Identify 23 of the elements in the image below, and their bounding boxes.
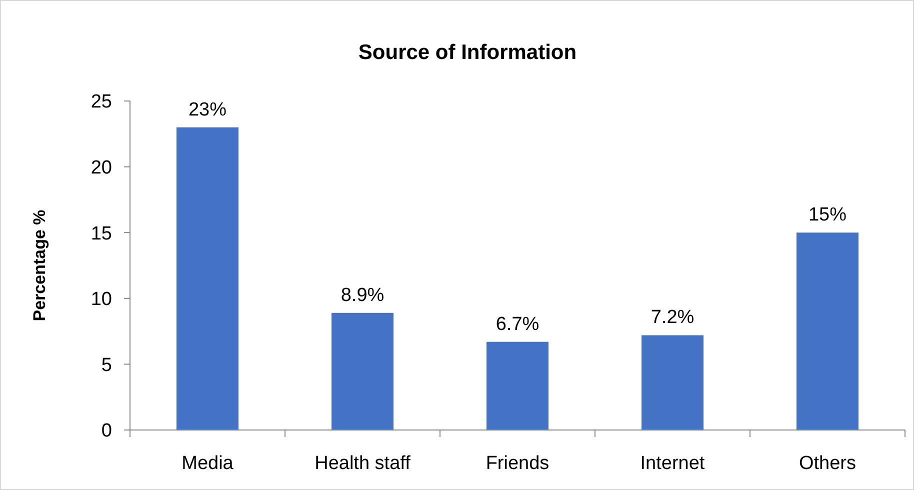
data-label: 6.7%	[496, 314, 540, 335]
x-tick-label: Friends	[486, 453, 550, 474]
x-tick-label: Media	[182, 453, 234, 474]
y-axis-title: Percentage %	[30, 210, 49, 322]
data-label: 8.9%	[340, 284, 384, 306]
x-tick-label: Others	[798, 453, 856, 474]
y-tick-label: 20	[90, 157, 112, 178]
bar	[486, 342, 548, 430]
bar	[796, 232, 858, 430]
data-label: 15%	[808, 204, 847, 226]
chart-title: Source of Information	[358, 41, 577, 64]
x-tick-label: Internet	[640, 453, 706, 474]
x-tick-label: Health staff	[314, 453, 412, 474]
data-label: 23%	[188, 99, 227, 120]
data-label: 7.2%	[650, 307, 694, 328]
y-tick-label: 0	[101, 420, 112, 442]
y-tick-label: 15	[90, 223, 112, 244]
bar	[642, 335, 704, 430]
y-tick-label: 10	[90, 289, 112, 310]
y-tick-label: 25	[90, 92, 112, 113]
bar	[332, 312, 394, 430]
bar	[176, 127, 238, 430]
y-tick-label: 5	[101, 354, 112, 376]
